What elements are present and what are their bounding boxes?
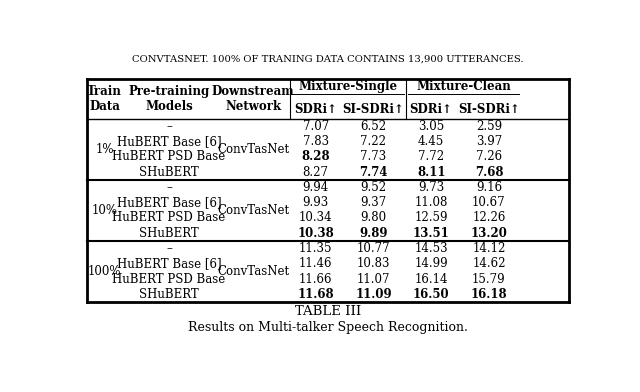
Text: 10.77: 10.77 <box>356 242 390 255</box>
Text: Downstream
Network: Downstream Network <box>212 85 294 113</box>
Text: 1%: 1% <box>95 143 114 156</box>
Text: SI-SDRi↑: SI-SDRi↑ <box>342 103 404 116</box>
Text: 6.52: 6.52 <box>360 120 387 133</box>
Text: 14.53: 14.53 <box>414 242 448 255</box>
Text: ConvTasNet: ConvTasNet <box>217 265 289 278</box>
Text: 9.37: 9.37 <box>360 196 387 209</box>
Text: TABLE III: TABLE III <box>295 305 361 318</box>
Text: –: – <box>166 242 172 255</box>
Text: 13.20: 13.20 <box>470 227 508 240</box>
Text: 11.09: 11.09 <box>355 288 392 301</box>
Text: 11.66: 11.66 <box>299 273 333 286</box>
Text: 16.14: 16.14 <box>415 273 448 286</box>
Text: 12.26: 12.26 <box>472 211 506 225</box>
Text: HuBERT Base [6]: HuBERT Base [6] <box>116 135 221 148</box>
Text: SDRi↑: SDRi↑ <box>410 103 452 116</box>
Text: 9.73: 9.73 <box>418 181 444 194</box>
Text: 10.67: 10.67 <box>472 196 506 209</box>
Text: 12.59: 12.59 <box>415 211 448 225</box>
Text: Mixture-Clean: Mixture-Clean <box>416 80 511 93</box>
Text: 7.83: 7.83 <box>303 135 329 148</box>
Text: 7.07: 7.07 <box>303 120 329 133</box>
Text: Mixture-Single: Mixture-Single <box>299 80 398 93</box>
Text: HuBERT PSD Base: HuBERT PSD Base <box>113 211 226 225</box>
Text: 15.79: 15.79 <box>472 273 506 286</box>
Text: HuBERT PSD Base: HuBERT PSD Base <box>113 150 226 163</box>
Text: 10.83: 10.83 <box>356 258 390 270</box>
Text: 9.52: 9.52 <box>360 181 387 194</box>
Text: 9.93: 9.93 <box>303 196 329 209</box>
Text: ConvTasNet: ConvTasNet <box>217 143 289 156</box>
Text: 11.68: 11.68 <box>298 288 334 301</box>
Text: SHuBERT: SHuBERT <box>139 165 199 179</box>
Text: 13.51: 13.51 <box>413 227 449 240</box>
Text: 9.89: 9.89 <box>359 227 388 240</box>
Text: 7.68: 7.68 <box>475 165 503 179</box>
Text: 3.97: 3.97 <box>476 135 502 148</box>
Text: 7.22: 7.22 <box>360 135 387 148</box>
Text: 9.80: 9.80 <box>360 211 387 225</box>
Text: 7.72: 7.72 <box>418 150 444 163</box>
Text: 10%: 10% <box>92 204 118 217</box>
Text: 9.94: 9.94 <box>303 181 329 194</box>
Text: 11.35: 11.35 <box>299 242 333 255</box>
Text: 100%: 100% <box>88 265 122 278</box>
Text: 16.18: 16.18 <box>470 288 508 301</box>
Text: 9.16: 9.16 <box>476 181 502 194</box>
Text: 14.99: 14.99 <box>414 258 448 270</box>
Text: SHuBERT: SHuBERT <box>139 288 199 301</box>
Text: –: – <box>166 181 172 194</box>
Text: 14.12: 14.12 <box>472 242 506 255</box>
Text: 3.05: 3.05 <box>418 120 444 133</box>
Text: 10.38: 10.38 <box>298 227 334 240</box>
Text: SI-SDRi↑: SI-SDRi↑ <box>458 103 520 116</box>
Text: –: – <box>166 120 172 133</box>
Text: 7.74: 7.74 <box>359 165 388 179</box>
Text: SHuBERT: SHuBERT <box>139 227 199 240</box>
Text: 7.26: 7.26 <box>476 150 502 163</box>
Text: 10.34: 10.34 <box>299 211 333 225</box>
Text: 11.08: 11.08 <box>415 196 448 209</box>
Text: HuBERT PSD Base: HuBERT PSD Base <box>113 273 226 286</box>
Text: HuBERT Base [6]: HuBERT Base [6] <box>116 258 221 270</box>
Text: SDRi↑: SDRi↑ <box>294 103 337 116</box>
Text: 8.11: 8.11 <box>417 165 445 179</box>
Text: 2.59: 2.59 <box>476 120 502 133</box>
Text: 8.28: 8.28 <box>301 150 330 163</box>
Text: 7.73: 7.73 <box>360 150 387 163</box>
Text: 4.45: 4.45 <box>418 135 444 148</box>
Text: 16.50: 16.50 <box>413 288 449 301</box>
Text: Train
Data: Train Data <box>87 85 122 113</box>
Text: 14.62: 14.62 <box>472 258 506 270</box>
Text: Pre-training
Models: Pre-training Models <box>129 85 210 113</box>
Text: 11.07: 11.07 <box>356 273 390 286</box>
Text: HuBERT Base [6]: HuBERT Base [6] <box>116 196 221 209</box>
Text: 11.46: 11.46 <box>299 258 333 270</box>
Text: ConvTasNet: ConvTasNet <box>217 204 289 217</box>
Text: 8.27: 8.27 <box>303 165 329 179</box>
Text: Results on Multi-talker Speech Recognition.: Results on Multi-talker Speech Recogniti… <box>188 321 468 334</box>
Text: CONVTASNET. 100% OF TRANING DATA CONTAINS 13,900 UTTERANCES.: CONVTASNET. 100% OF TRANING DATA CONTAIN… <box>132 54 524 64</box>
